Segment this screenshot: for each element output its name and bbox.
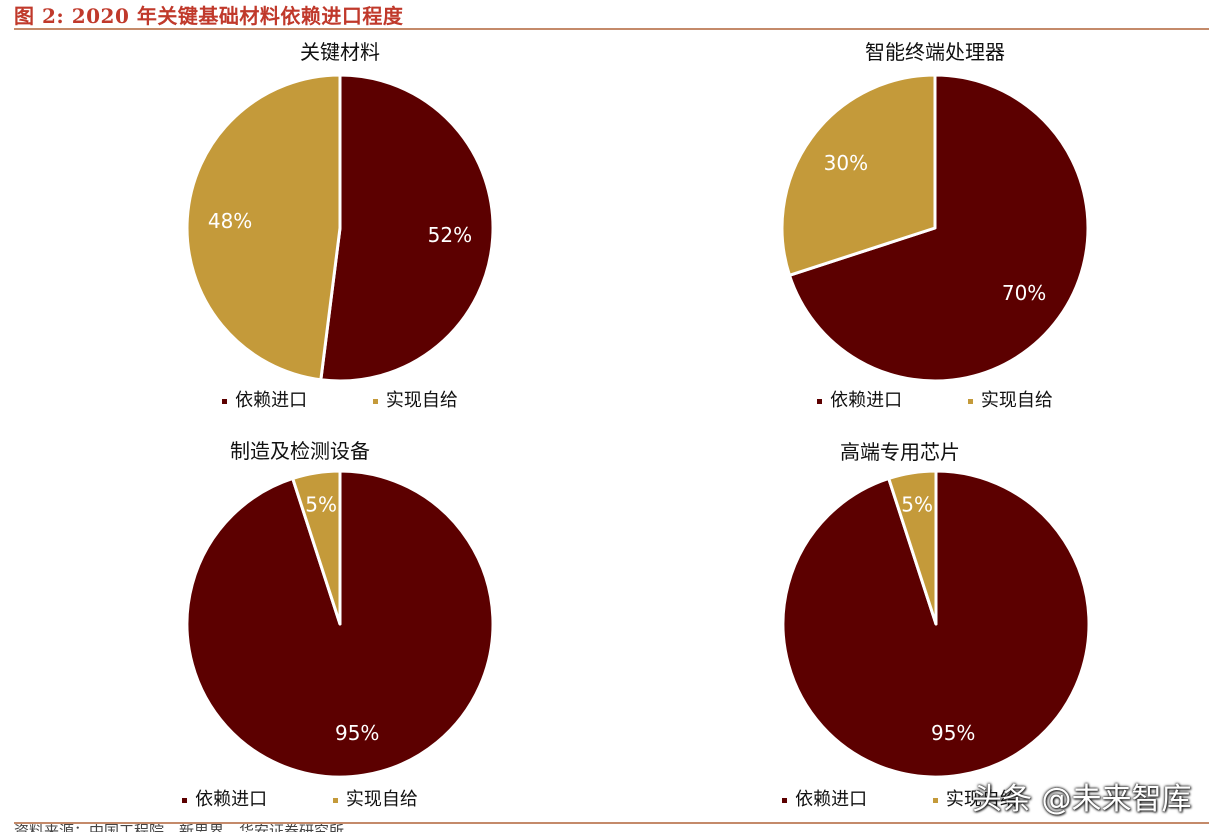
legend-item-import: 依赖进口	[817, 386, 902, 412]
pie-slice-import	[787, 73, 1090, 383]
pie-title: 关键材料	[300, 40, 380, 64]
pie-panel-smart-terminal-processor: 智能终端处理器 70% 30% 依赖进口 实现自给	[655, 36, 1215, 426]
legend-swatch-self	[932, 797, 938, 803]
pie-chart: 95% 5%	[781, 469, 1091, 779]
legend-swatch-import	[182, 797, 188, 803]
legend-item-import: 依赖进口	[782, 785, 867, 811]
pie-data-label: 95%	[931, 721, 975, 745]
pie-legend: 依赖进口 实现自给	[60, 386, 620, 412]
pie-chart: 95% 5%	[185, 469, 495, 779]
legend-label: 依赖进口	[830, 390, 903, 411]
legend-item-self: 实现自给	[932, 785, 1018, 811]
pie-title: 高端专用芯片	[840, 440, 960, 464]
legend-label: 依赖进口	[795, 789, 868, 810]
pie-data-label: 30%	[824, 151, 868, 175]
legend-swatch-import	[222, 398, 228, 404]
legend-item-self: 实现自给	[332, 785, 418, 811]
pie-data-label: 5%	[901, 493, 933, 517]
pie-legend: 依赖进口 实现自给	[20, 785, 580, 811]
pie-slice-self-sufficient	[887, 469, 938, 626]
pie-panel-high-end-chips: 高端专用芯片 95% 5% 依赖进口 实现自给	[620, 436, 1180, 826]
pie-data-label: 70%	[1002, 281, 1046, 305]
pie-chart: 70% 30%	[780, 73, 1090, 383]
legend-swatch-import	[782, 797, 788, 803]
bottom-rule	[14, 822, 1209, 824]
pie-panel-manufacturing-equipment: 制造及检测设备 95% 5% 依赖进口 实现自给	[20, 435, 580, 825]
watermark: 头条 @未来智库	[972, 782, 1192, 817]
pie-data-label: 48%	[208, 209, 252, 233]
legend-swatch-self	[967, 398, 973, 404]
pie-title: 智能终端处理器	[865, 40, 1005, 64]
figure-title: 图 2: 2020 年关键基础材料依赖进口程度	[14, 4, 404, 28]
pie-data-label: 95%	[335, 721, 379, 745]
source-note: 资料来源：中国工程院、新思界、华安证券研究所	[14, 824, 374, 832]
legend-label: 实现自给	[980, 390, 1053, 411]
pie-legend: 依赖进口 实现自给	[655, 386, 1215, 412]
pie-slice-import	[319, 73, 495, 383]
legend-label: 实现自给	[345, 789, 418, 810]
legend-item-self: 实现自给	[967, 386, 1053, 412]
legend-label: 实现自给	[945, 789, 1018, 810]
top-rule	[14, 28, 1209, 30]
legend-label: 依赖进口	[195, 789, 268, 810]
legend-label: 实现自给	[385, 390, 458, 411]
pie-data-label: 5%	[305, 493, 337, 517]
pie-slice-self-sufficient	[291, 469, 342, 626]
pie-legend: 依赖进口 实现自给	[620, 785, 1180, 811]
legend-item-import: 依赖进口	[222, 386, 307, 412]
pie-chart: 52% 48%	[185, 73, 495, 383]
legend-swatch-import	[817, 398, 823, 404]
pie-data-label: 52%	[428, 223, 472, 247]
legend-swatch-self	[372, 398, 378, 404]
pie-title: 制造及检测设备	[230, 439, 370, 463]
pie-slice-self-sufficient	[780, 73, 937, 277]
legend-item-self: 实现自给	[372, 386, 458, 412]
legend-swatch-self	[332, 797, 338, 803]
pie-slice-self-sufficient	[185, 73, 342, 382]
source-note-clip: 资料来源：中国工程院、新思界、华安证券研究所	[14, 824, 374, 832]
legend-item-import: 依赖进口	[182, 785, 267, 811]
pie-panel-key-materials: 关键材料 52% 48% 依赖进口 实现自给	[60, 36, 620, 426]
legend-label: 依赖进口	[235, 390, 308, 411]
